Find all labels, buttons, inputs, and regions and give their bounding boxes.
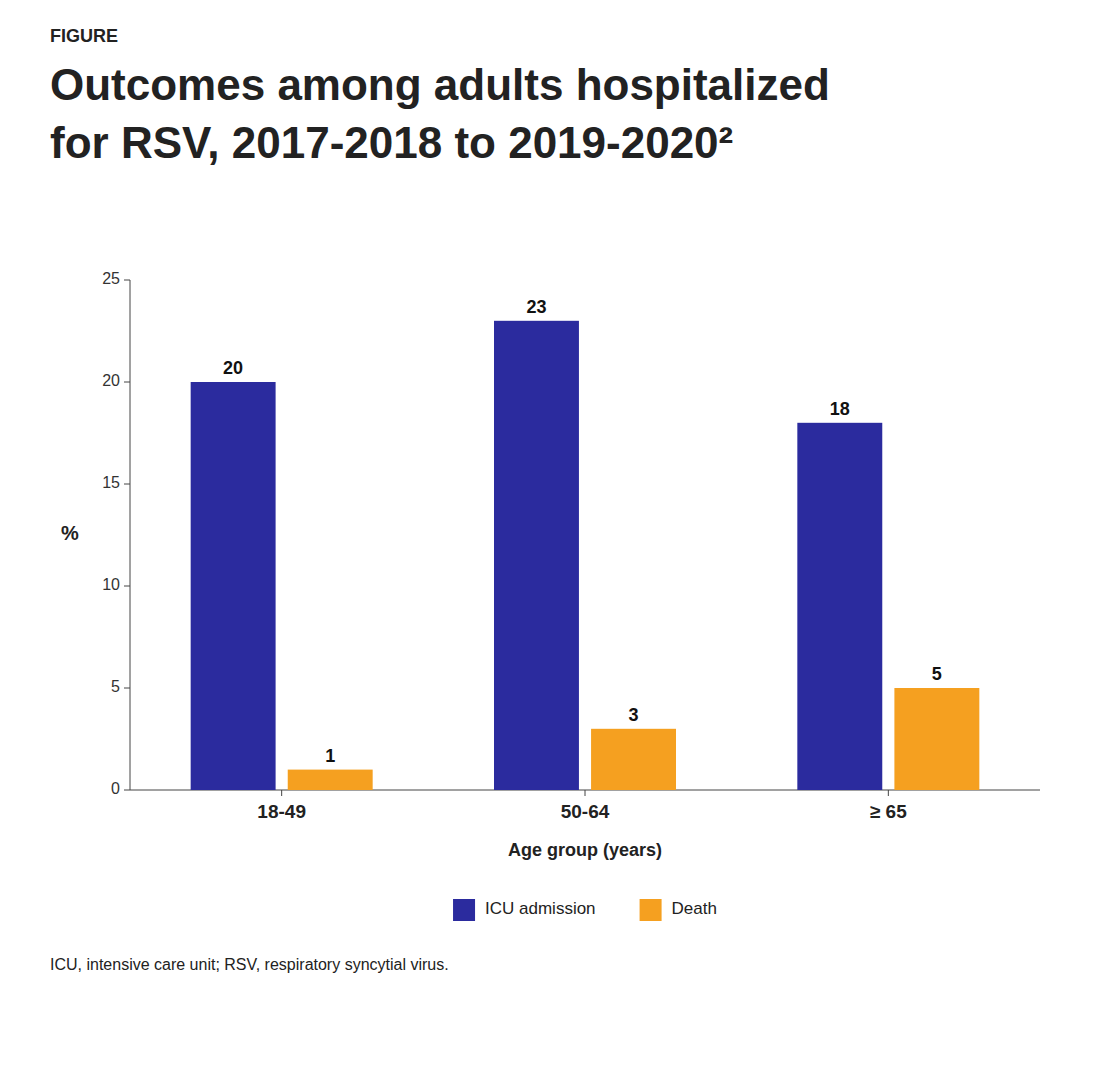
data-label: 18 xyxy=(830,399,850,419)
x-tick xyxy=(888,790,889,796)
bar xyxy=(894,688,979,790)
bar xyxy=(191,382,276,790)
x-tick-label: ≥ 65 xyxy=(870,801,907,822)
figure-label: FIGURE xyxy=(50,26,118,46)
y-tick xyxy=(124,586,130,587)
legend-label: ICU admission xyxy=(485,899,596,918)
y-tick xyxy=(124,790,130,791)
y-tick-label: 25 xyxy=(102,270,120,287)
bar xyxy=(591,729,676,790)
title: Outcomes among adults hospitalized xyxy=(50,60,830,109)
x-tick-label: 18-49 xyxy=(257,801,306,822)
y-tick xyxy=(124,280,130,281)
data-label: 5 xyxy=(932,664,942,684)
x-axis: 18-49 50-64 ≥ 65 xyxy=(130,790,1040,822)
bar xyxy=(288,770,373,790)
data-label: 3 xyxy=(629,705,639,725)
legend-swatch xyxy=(640,899,662,921)
x-tick-label: 50-64 xyxy=(561,801,610,822)
chart-svg: FIGURE Outcomes among adults hospitalized… xyxy=(0,0,1100,1068)
y-axis-label: % xyxy=(61,522,79,544)
x-tick xyxy=(281,790,282,796)
data-label: 1 xyxy=(325,746,335,766)
y-tick-label: 5 xyxy=(111,678,120,695)
data-label: 23 xyxy=(526,297,546,317)
y-tick-label: 10 xyxy=(102,576,120,593)
y-tick-label: 20 xyxy=(102,372,120,389)
y-tick xyxy=(124,688,130,689)
x-axis-label: Age group (years) xyxy=(508,840,662,860)
legend-swatch xyxy=(453,899,475,921)
bar xyxy=(494,321,579,790)
y-tick xyxy=(124,382,130,383)
y-tick xyxy=(124,484,130,485)
bars xyxy=(191,321,980,790)
footnote: ICU, intensive care unit; RSV, respirato… xyxy=(50,956,449,973)
legend-label: Death xyxy=(672,899,717,918)
data-labels: 202318135 xyxy=(223,297,942,766)
x-tick xyxy=(585,790,586,796)
y-axis: 0 5 10 15 20 25 xyxy=(102,270,130,797)
y-tick-label: 0 xyxy=(111,780,120,797)
legend: ICU admission Death xyxy=(453,899,717,921)
title: for RSV, 2017-2018 to 2019-2020² xyxy=(50,118,733,167)
data-label: 20 xyxy=(223,358,243,378)
bar xyxy=(797,423,882,790)
y-tick-label: 15 xyxy=(102,474,120,491)
y-axis-line xyxy=(130,280,131,790)
